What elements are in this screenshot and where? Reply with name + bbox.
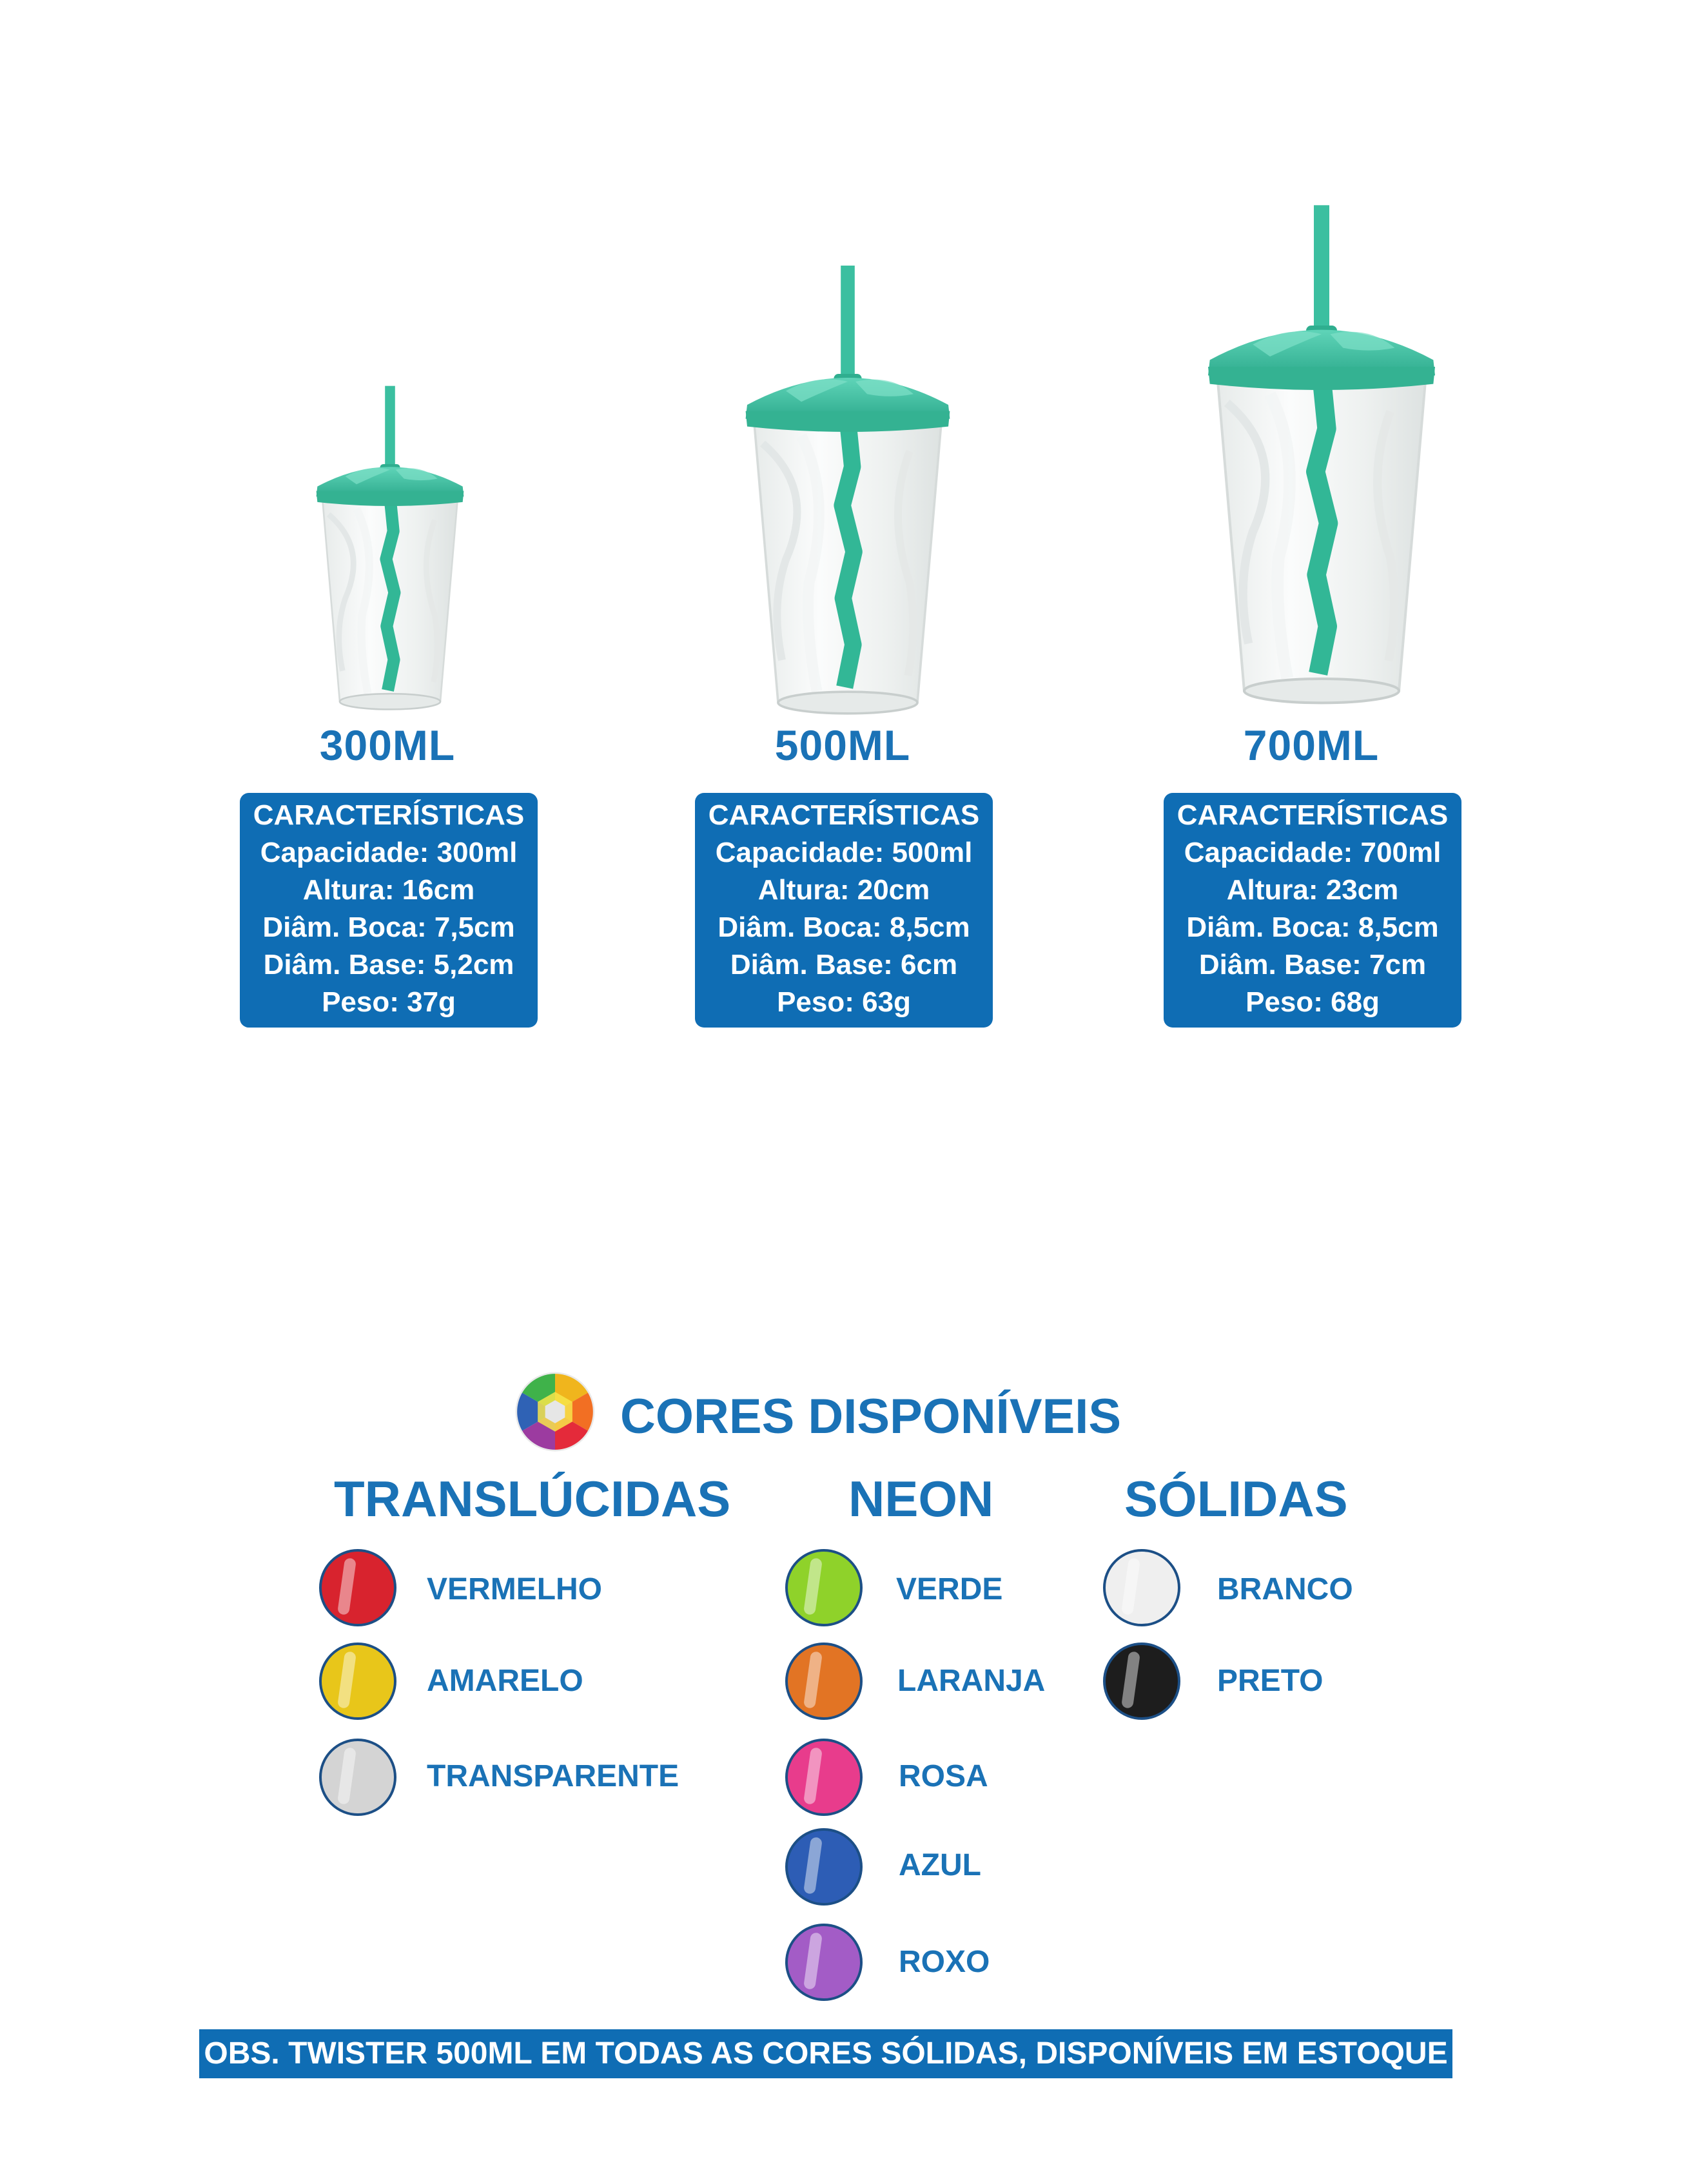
group-title-solidas: SÓLIDAS: [1124, 1470, 1348, 1527]
color-swatch-azul: [785, 1828, 863, 1906]
spec-base-diameter: Diâm. Base: 5,2cm: [263, 949, 514, 980]
color-swatch-rosa: [785, 1739, 863, 1816]
spec-capacity: Capacidade: 500ml: [715, 837, 973, 868]
spec-weight: Peso: 37g: [322, 986, 456, 1018]
spec-heading: CARACTERÍSTICAS: [708, 799, 980, 831]
color-swatch-transparente: [319, 1739, 396, 1816]
color-swatch-vermelho: [319, 1549, 396, 1626]
size-label-300ml: 300ML: [319, 721, 456, 769]
cup-500ml-image: [732, 258, 964, 722]
spec-box-300ml: CARACTERÍSTICAS Capacidade: 300ml Altura…: [240, 793, 538, 1028]
cup-300ml-image: [297, 380, 484, 716]
spec-base-diameter: Diâm. Base: 7cm: [1198, 949, 1427, 980]
color-wheel-icon: [514, 1370, 596, 1453]
color-name-rosa: ROSA: [899, 1759, 988, 1793]
colors-header: CORES DISPONÍVEIS: [514, 1367, 1158, 1450]
spec-capacity: Capacidade: 300ml: [260, 837, 518, 868]
size-label-700ml: 700ML: [1243, 721, 1380, 769]
colors-title: CORES DISPONÍVEIS: [620, 1389, 1122, 1444]
color-swatch-branco: [1103, 1549, 1180, 1626]
stock-note-banner: OBS. TWISTER 500ML EM TODAS AS CORES SÓL…: [199, 2029, 1452, 2078]
color-name-amarelo: AMARELO: [427, 1664, 583, 1698]
group-title-translucidas: TRANSLÚCIDAS: [334, 1470, 731, 1527]
color-name-branco: BRANCO: [1217, 1572, 1353, 1606]
spec-box-700ml: CARACTERÍSTICAS Capacidade: 700ml Altura…: [1164, 793, 1461, 1028]
color-name-azul: AZUL: [899, 1848, 981, 1882]
spec-heading: CARACTERÍSTICAS: [253, 799, 525, 831]
color-name-verde: VERDE: [896, 1572, 1003, 1606]
spec-mouth-diameter: Diâm. Boca: 8,5cm: [718, 912, 970, 943]
spec-mouth-diameter: Diâm. Boca: 8,5cm: [1186, 912, 1439, 943]
color-swatch-roxo: [785, 1924, 863, 2001]
spec-base-diameter: Diâm. Base: 6cm: [730, 949, 958, 980]
spec-height: Altura: 23cm: [1226, 874, 1399, 906]
color-name-roxo: ROXO: [899, 1945, 990, 1979]
color-name-vermelho: VERMELHO: [427, 1572, 603, 1606]
size-label-500ml: 500ML: [774, 721, 911, 769]
color-swatch-amarelo: [319, 1643, 396, 1720]
color-swatch-verde: [785, 1549, 863, 1626]
group-title-neon: NEON: [848, 1470, 994, 1527]
color-swatch-preto: [1103, 1643, 1180, 1720]
spec-heading: CARACTERÍSTICAS: [1177, 799, 1449, 831]
color-swatch-laranja: [785, 1643, 863, 1720]
spec-height: Altura: 16cm: [302, 874, 475, 906]
cup-700ml-image: [1193, 187, 1451, 722]
spec-weight: Peso: 68g: [1246, 986, 1380, 1018]
spec-box-500ml: CARACTERÍSTICAS Capacidade: 500ml Altura…: [695, 793, 993, 1028]
spec-height: Altura: 20cm: [757, 874, 930, 906]
color-name-preto: PRETO: [1217, 1664, 1324, 1698]
color-name-laranja: LARANJA: [897, 1664, 1046, 1698]
spec-capacity: Capacidade: 700ml: [1184, 837, 1441, 868]
spec-weight: Peso: 63g: [777, 986, 911, 1018]
spec-mouth-diameter: Diâm. Boca: 7,5cm: [262, 912, 515, 943]
color-name-transparente: TRANSPARENTE: [427, 1759, 679, 1793]
